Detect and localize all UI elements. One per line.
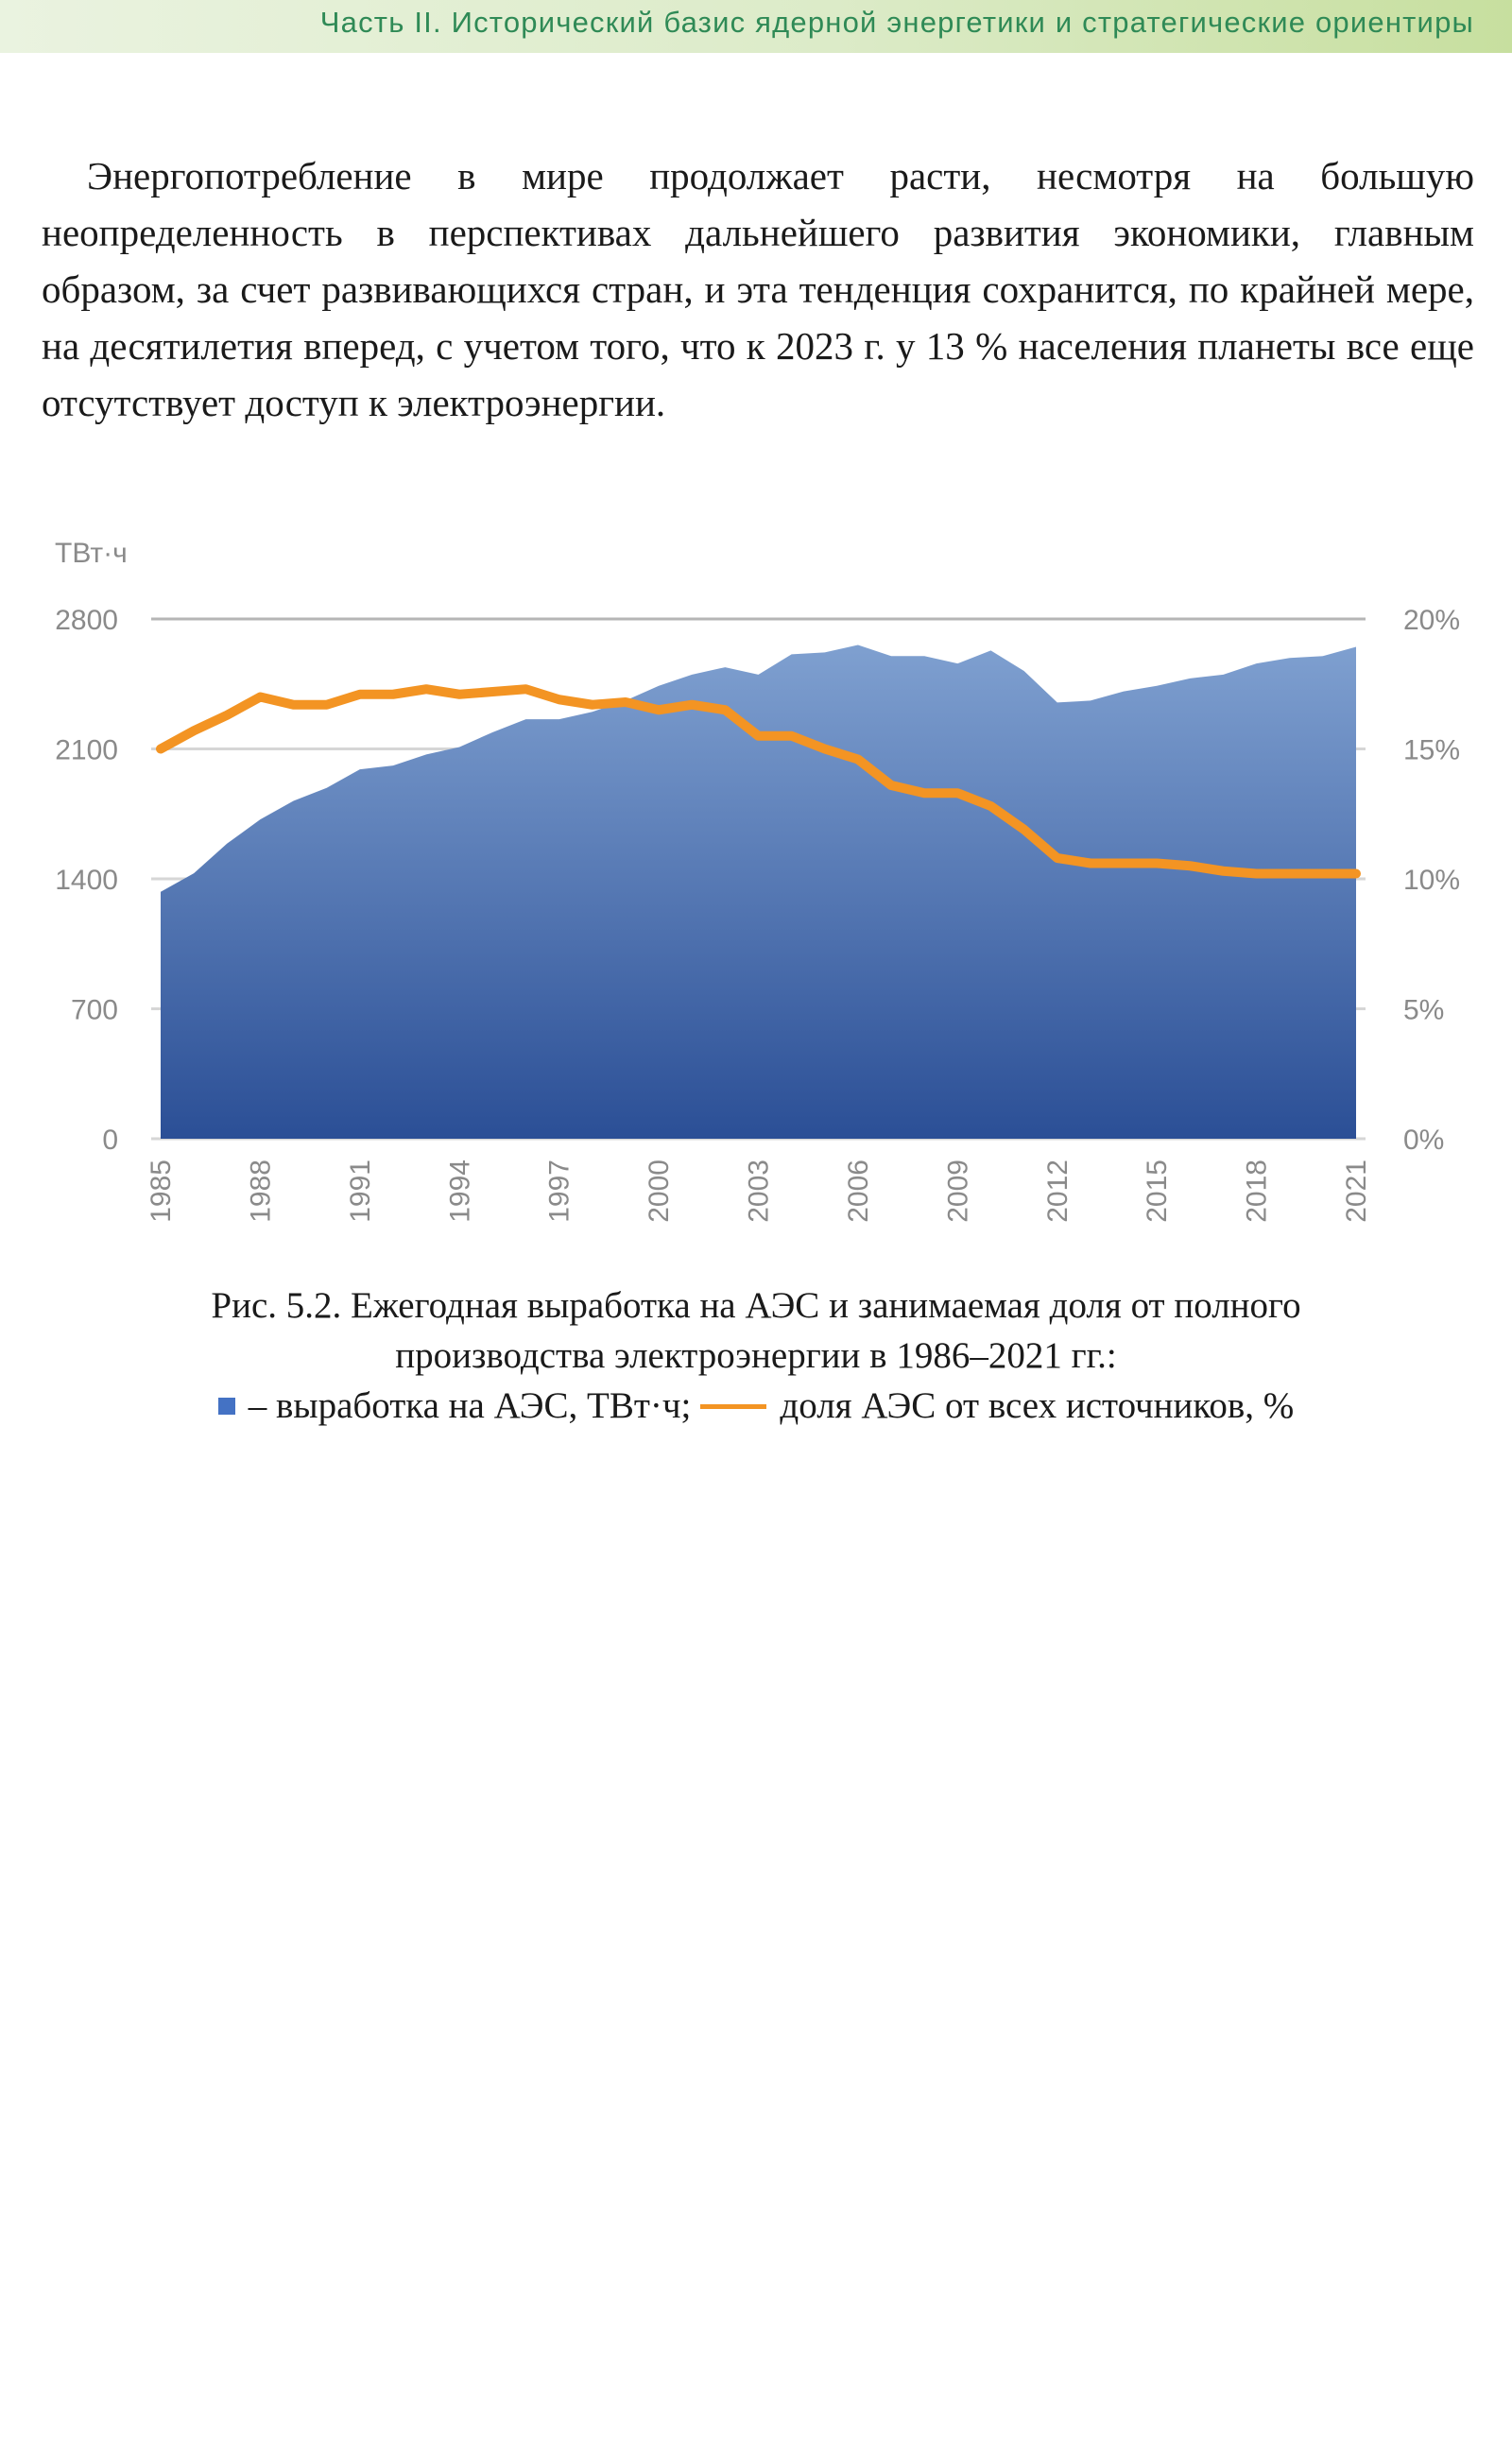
series-line-nuclear-share	[156, 684, 1361, 879]
y-left-tick-label: 2100	[55, 735, 118, 766]
y-axis-unit-label: ТВт·ч	[55, 538, 128, 569]
x-tick-label: 1991	[345, 1160, 376, 1223]
y-left-tick-label: 2800	[55, 605, 118, 636]
body-paragraph: Энергопотребление в мире продолжает раст…	[42, 154, 1474, 424]
legend-area-swatch	[217, 1398, 235, 1416]
y-right-tick-label: 20%	[1403, 605, 1460, 636]
y-left-tick-label: 0	[102, 1125, 118, 1156]
y-right-tick-label: 0%	[1403, 1125, 1444, 1156]
running-title: Часть II. Исторический базис ядерной эне…	[319, 6, 1474, 39]
caption-legend: – выработка на АЭС, ТВт·ч; доля АЭС от вс…	[0, 1381, 1512, 1431]
legend-line-text: доля АЭС от всех источников, %	[780, 1385, 1295, 1426]
x-tick-label: 1988	[245, 1160, 276, 1223]
legend-line-swatch	[700, 1403, 767, 1409]
x-tick-label: 2018	[1242, 1160, 1273, 1223]
figure-caption: Рис. 5.2. Ежегодная выработка на АЭС и з…	[0, 1280, 1512, 1431]
x-tick-label: 1985	[146, 1160, 177, 1223]
nuclear-generation-chart: ТВт·ч 0 700 1400 2100 2800 0% 5% 10% 15% 20% 1985 19…	[0, 520, 1512, 1257]
chart-svg: ТВт·ч 0 700 1400 2100 2800 0% 5% 10% 15% 20% 1985 19…	[55, 538, 1460, 1223]
caption-line-1: Рис. 5.2. Ежегодная выработка на АЭС и з…	[211, 1285, 1301, 1326]
x-tick-label: 1994	[444, 1160, 475, 1223]
body-text: Энергопотребление в мире продолжает раст…	[42, 147, 1474, 431]
x-tick-label: 2000	[644, 1160, 675, 1223]
x-tick-label: 2003	[744, 1160, 775, 1223]
x-tick-label: 2021	[1341, 1160, 1372, 1223]
x-tick-label: 1997	[544, 1160, 576, 1223]
legend-area-text: – выработка на АЭС, ТВт·ч;	[248, 1385, 692, 1426]
y-left-tick-label: 1400	[55, 865, 118, 896]
y-right-tick-label: 10%	[1403, 865, 1460, 896]
x-tick-label: 2009	[942, 1160, 973, 1223]
y-right-tick-label: 5%	[1403, 995, 1444, 1026]
y-left-tick-label: 700	[71, 995, 118, 1026]
x-tick-label: 2012	[1042, 1160, 1074, 1223]
running-header: Часть II. Исторический базис ядерной эне…	[0, 0, 1512, 53]
x-tick-label: 2015	[1142, 1160, 1173, 1223]
caption-line-2: производства электроэнергии в 1986–2021 …	[395, 1335, 1117, 1376]
y-right-tick-label: 15%	[1403, 735, 1460, 766]
x-tick-label: 2006	[843, 1160, 874, 1223]
series-area-generation	[161, 644, 1356, 1139]
